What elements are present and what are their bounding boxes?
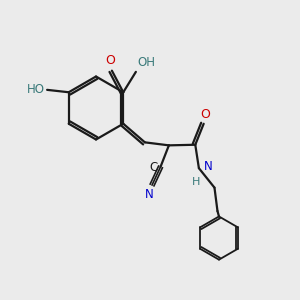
- Text: O: O: [200, 108, 210, 121]
- Text: N: N: [204, 160, 213, 173]
- Text: N: N: [145, 188, 154, 201]
- Text: H: H: [192, 176, 200, 187]
- Text: O: O: [105, 54, 115, 67]
- Text: HO: HO: [27, 83, 45, 96]
- Text: OH: OH: [138, 56, 156, 69]
- Text: C: C: [149, 161, 158, 174]
